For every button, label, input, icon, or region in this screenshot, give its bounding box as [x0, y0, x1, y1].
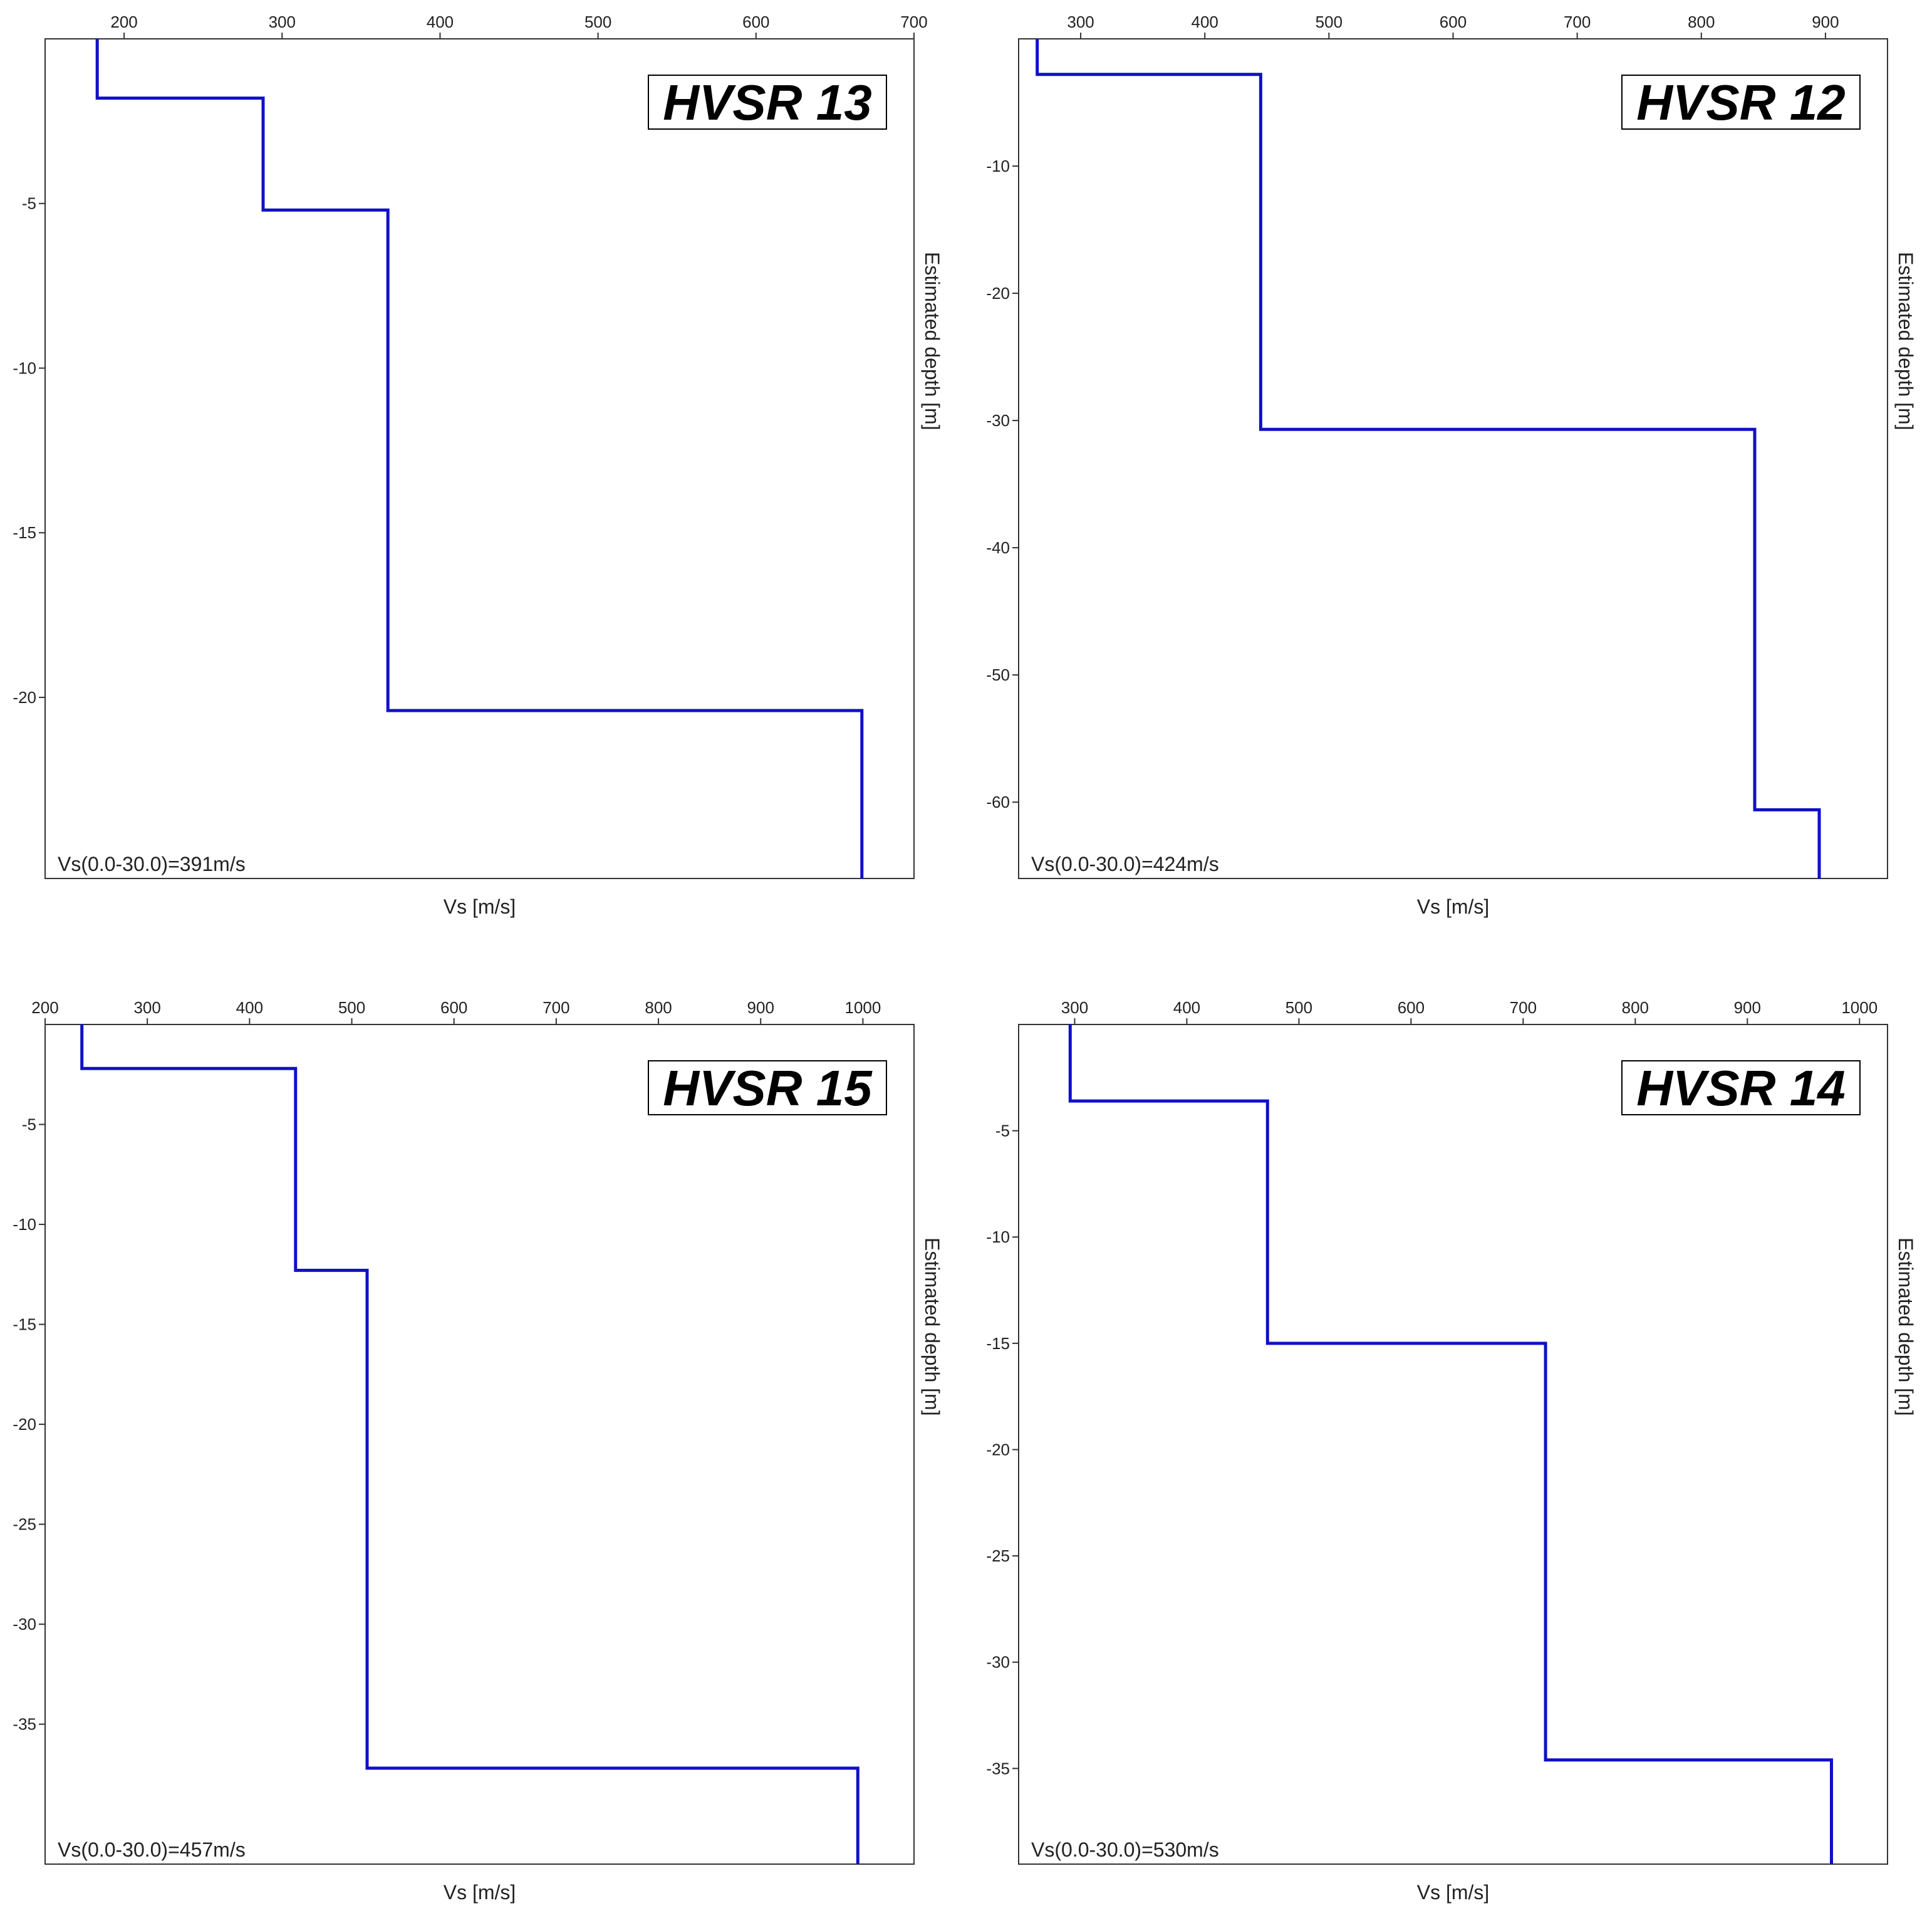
x-tick-label: 300	[1067, 13, 1094, 31]
chart-panel: 200 300 400 500 600 700 -5 -10 -15 -20 HVSR 13 Vs(0…	[13, 13, 943, 918]
x-tick-label: 600	[1398, 998, 1425, 1017]
x-tick-label: 700	[1510, 998, 1537, 1017]
y-tick-label: -10	[986, 157, 1010, 175]
title-frame	[1621, 1060, 1861, 1115]
x-tick-label: 600	[440, 998, 467, 1017]
chart-title-box: HVSR 15	[648, 1060, 887, 1116]
x-tick-label: 900	[747, 998, 774, 1017]
vs30-annotation: Vs(0.0-30.0)=391m/s	[58, 853, 246, 875]
y-tick-label: -50	[986, 665, 1010, 684]
chart-title-box: HVSR 14	[1621, 1060, 1861, 1116]
x-tick-label: 200	[31, 998, 58, 1017]
x-tick-label: 500	[338, 998, 365, 1017]
x-tick-label: 500	[584, 13, 611, 31]
x-tick-label: 300	[269, 13, 296, 31]
y-tick-label: -20	[13, 688, 36, 707]
x-tick-label: 400	[1173, 998, 1200, 1017]
y-tick-label: -25	[13, 1515, 36, 1534]
chart-title-box: HVSR 13	[648, 75, 887, 130]
y-tick-label: -35	[13, 1715, 36, 1734]
y-tick-label: -5	[995, 1122, 1010, 1140]
title-frame	[648, 75, 887, 130]
x-tick-label: 300	[133, 998, 160, 1017]
chart-title: HVSR 14	[1636, 1060, 1845, 1116]
x-tick-label: 500	[1316, 13, 1343, 31]
y-tick-label: -20	[986, 284, 1010, 303]
y-tick-label: -60	[986, 793, 1010, 811]
x-tick-label: 800	[645, 998, 672, 1017]
vs30-annotation: Vs(0.0-30.0)=530m/s	[1031, 1838, 1219, 1861]
title-frame	[648, 1060, 887, 1115]
plot-frame	[44, 38, 915, 879]
y-tick-label: -10	[13, 358, 36, 377]
x-tick-label: 800	[1622, 998, 1649, 1017]
x-tick-label: 800	[1688, 13, 1715, 31]
chart-title-box: HVSR 12	[1621, 75, 1861, 130]
vs30-annotation: Vs(0.0-30.0)=457m/s	[58, 1838, 246, 1861]
y-tick-label: -10	[13, 1215, 36, 1234]
x-tick-label: 300	[1061, 998, 1088, 1017]
vs-profile-series	[95, 39, 864, 878]
x-tick-label: 900	[1812, 13, 1839, 31]
vs-profile-series	[80, 1024, 860, 1864]
x-tick-label: 400	[236, 998, 263, 1017]
plot-frame	[44, 1024, 915, 1865]
x-tick-label: 1000	[1841, 998, 1877, 1017]
chart-title: HVSR 15	[663, 1060, 873, 1116]
y-tick-label: -5	[22, 1115, 36, 1134]
y-axis-title: Estimated depth [m]	[1894, 252, 1917, 430]
x-tick-label: 700	[1564, 13, 1591, 31]
y-tick-label: -20	[986, 1440, 1010, 1459]
y-tick-label: -5	[22, 194, 36, 213]
y-tick-label: -15	[13, 523, 36, 542]
y-tick-label: -25	[986, 1546, 1010, 1565]
x-tick-label: 700	[543, 998, 569, 1017]
plot-frame	[1018, 1024, 1888, 1865]
chart-panel: 200 300 400 500 600 700 800 900 1000 -5 -10 -15 -20 -…	[13, 998, 943, 1904]
x-axis-title: Vs [m/s]	[444, 1881, 516, 1904]
y-tick-label: -20	[13, 1415, 36, 1434]
y-tick-label: -15	[986, 1334, 1010, 1353]
x-tick-label: 1000	[844, 998, 881, 1017]
chart-title: HVSR 13	[663, 75, 871, 130]
x-tick-label: 900	[1734, 998, 1761, 1017]
plot-frame	[1018, 38, 1888, 879]
title-frame	[1621, 75, 1861, 130]
y-tick-label: -10	[986, 1227, 1010, 1246]
vs-profile-series	[1068, 1024, 1833, 1864]
x-tick-label: 200	[110, 13, 137, 31]
y-tick-label: -40	[986, 538, 1010, 557]
x-axis-title: Vs [m/s]	[444, 895, 516, 918]
x-axis-title: Vs [m/s]	[1417, 1881, 1490, 1904]
chart-title: HVSR 12	[1636, 75, 1845, 130]
y-tick-label: -15	[13, 1315, 36, 1334]
x-tick-label: 500	[1285, 998, 1312, 1017]
chart-panel: 300 400 500 600 700 800 900 1000 -5 -10 -15 -20 -25 -…	[986, 998, 1917, 1904]
y-tick-label: -30	[986, 411, 1010, 430]
y-axis-title: Estimated depth [m]	[921, 252, 943, 430]
y-axis-title: Estimated depth [m]	[921, 1238, 943, 1416]
x-axis-title: Vs [m/s]	[1417, 895, 1490, 918]
y-tick-label: -30	[986, 1653, 1010, 1672]
x-tick-label: 600	[742, 13, 769, 31]
y-tick-label: -30	[13, 1615, 36, 1634]
y-tick-label: -35	[986, 1759, 1010, 1778]
vs-profile-series	[1036, 39, 1821, 878]
vs30-annotation: Vs(0.0-30.0)=424m/s	[1031, 853, 1219, 875]
x-tick-label: 400	[1192, 13, 1218, 31]
x-tick-label: 600	[1440, 13, 1467, 31]
x-tick-label: 700	[900, 13, 927, 31]
y-axis-title: Estimated depth [m]	[1894, 1238, 1917, 1416]
x-tick-label: 400	[427, 13, 454, 31]
chart-panel: 300 400 500 600 700 800 900 -10 -20 -30 -40 -50 -60 H…	[986, 13, 1917, 918]
